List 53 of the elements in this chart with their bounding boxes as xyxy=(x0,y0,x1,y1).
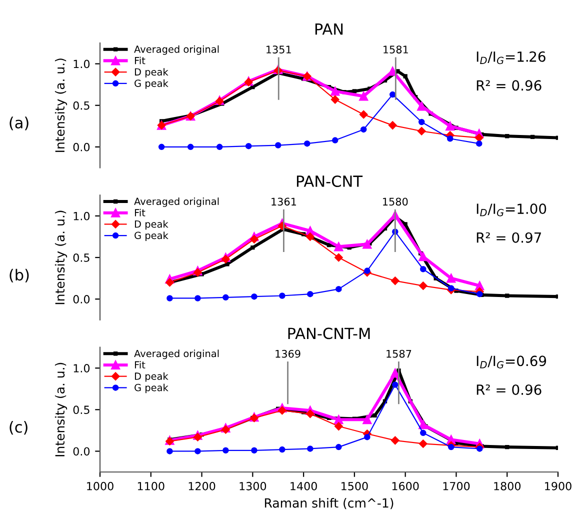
chart-title: PAN-CNT-M xyxy=(288,328,370,340)
legend-label: G peak xyxy=(134,232,168,241)
legend-label: Averaged original xyxy=(134,350,219,360)
text: (c) xyxy=(10,420,28,435)
annotation: R² = 0.96 xyxy=(476,384,542,395)
annotation: I$_{D}$/I$_{G}$=0.69 xyxy=(476,356,546,368)
legend-label: Fit xyxy=(134,208,146,216)
legend-label: D peak xyxy=(134,68,168,78)
text: (b) xyxy=(10,268,29,282)
x-tick-label: 1900 xyxy=(545,482,572,490)
x-tick-label: 1700 xyxy=(443,482,470,490)
y-axis-title: Intensity (a. u.) xyxy=(54,58,68,152)
annotation: R² = 0.97 xyxy=(476,232,541,243)
ref-line-label: 1351 xyxy=(266,46,291,54)
legend-label: Averaged original xyxy=(134,198,219,207)
x-tick-label: 1100 xyxy=(138,482,164,490)
ref-line-label: 1580 xyxy=(383,198,408,206)
y-tick-label: 0.0 xyxy=(73,142,90,152)
legend-label: Fit xyxy=(134,56,146,64)
legend-label: Averaged original xyxy=(134,45,219,55)
y-axis-title: Intensity (a. u.) xyxy=(54,362,68,456)
x-tick-label: 1200 xyxy=(188,482,216,490)
legend-label: G peak xyxy=(134,384,168,394)
y-tick-label: 0.0 xyxy=(73,295,90,304)
x-tick-label: 1300 xyxy=(240,482,266,490)
ref-line-label: 1369 xyxy=(276,350,300,358)
y-tick-label: 1.0 xyxy=(74,364,90,372)
text: (a) xyxy=(10,116,28,130)
y-tick-label: 1.0 xyxy=(74,212,90,220)
x-tick-label: 1400 xyxy=(290,482,317,490)
x-tick-label: 1600 xyxy=(392,482,419,490)
x-axis-title: Raman shift (cm^-1) xyxy=(264,498,394,510)
x-tick-label: 1800 xyxy=(494,482,521,490)
y-tick-label: 0.5 xyxy=(73,101,90,110)
y-tick-label: 0.0 xyxy=(73,447,90,456)
annotation: R² = 0.96 xyxy=(476,80,542,91)
y-axis-title: Intensity (a. u.) xyxy=(54,210,68,304)
annotation: I$_{D}$/I$_{G}$=1.26 xyxy=(476,51,546,64)
y-tick-label: 1.0 xyxy=(74,60,90,68)
legend-label: D peak xyxy=(134,220,168,230)
chart-title: PAN-CNT xyxy=(296,175,363,188)
legend-label: Fit xyxy=(134,361,146,368)
x-tick-label: 1500 xyxy=(342,482,368,490)
legend-label: G peak xyxy=(134,79,168,89)
ref-line-label: 1361 xyxy=(272,198,296,206)
legend-label: D peak xyxy=(134,372,168,382)
y-tick-label: 0.5 xyxy=(73,253,90,262)
chart-title: PAN xyxy=(315,24,343,35)
y-tick-label: 0.5 xyxy=(73,406,90,414)
ref-line-label: 1581 xyxy=(384,46,408,54)
annotation: I$_{D}$/I$_{G}$=1.00 xyxy=(476,204,546,216)
ref-line-label: 1587 xyxy=(386,350,412,358)
x-tick-label: 1000 xyxy=(87,482,114,490)
